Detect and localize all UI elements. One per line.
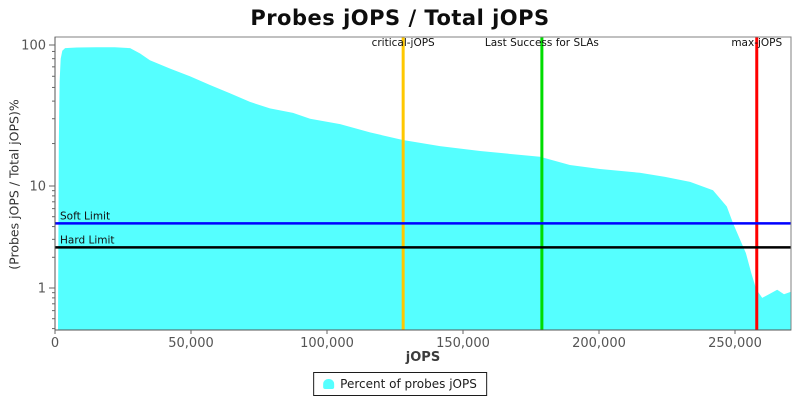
marker-label: Soft Limit (60, 210, 110, 222)
area-series (58, 47, 791, 331)
area-series-marker-icon (323, 379, 335, 389)
legend: Percent of probes jOPS (313, 372, 487, 396)
x-tick-label: 50,000 (168, 336, 214, 351)
x-tick-label: 150,000 (436, 336, 490, 351)
marker-label: max-jOPS (731, 37, 782, 49)
marker-label: Last Success for SLAs (485, 37, 599, 49)
marker-label: Hard Limit (60, 234, 115, 246)
y-tick-label: 100 (21, 39, 46, 54)
x-axis-label: jOPS (405, 350, 441, 365)
x-tick-label: 100,000 (300, 336, 354, 351)
legend-label: Percent of probes jOPS (340, 377, 477, 391)
y-tick-label: 10 (29, 180, 46, 195)
x-tick-label: 0 (51, 336, 59, 351)
chart-title: Probes jOPS / Total jOPS (250, 6, 550, 30)
y-tick-label: 1 (38, 282, 46, 297)
y-axis-label: (Probes jOPS / Total jOPS)% (6, 99, 22, 270)
x-tick-label: 200,000 (572, 336, 626, 351)
x-tick-label: 250,000 (708, 336, 762, 351)
marker-label: critical-jOPS (372, 37, 435, 49)
